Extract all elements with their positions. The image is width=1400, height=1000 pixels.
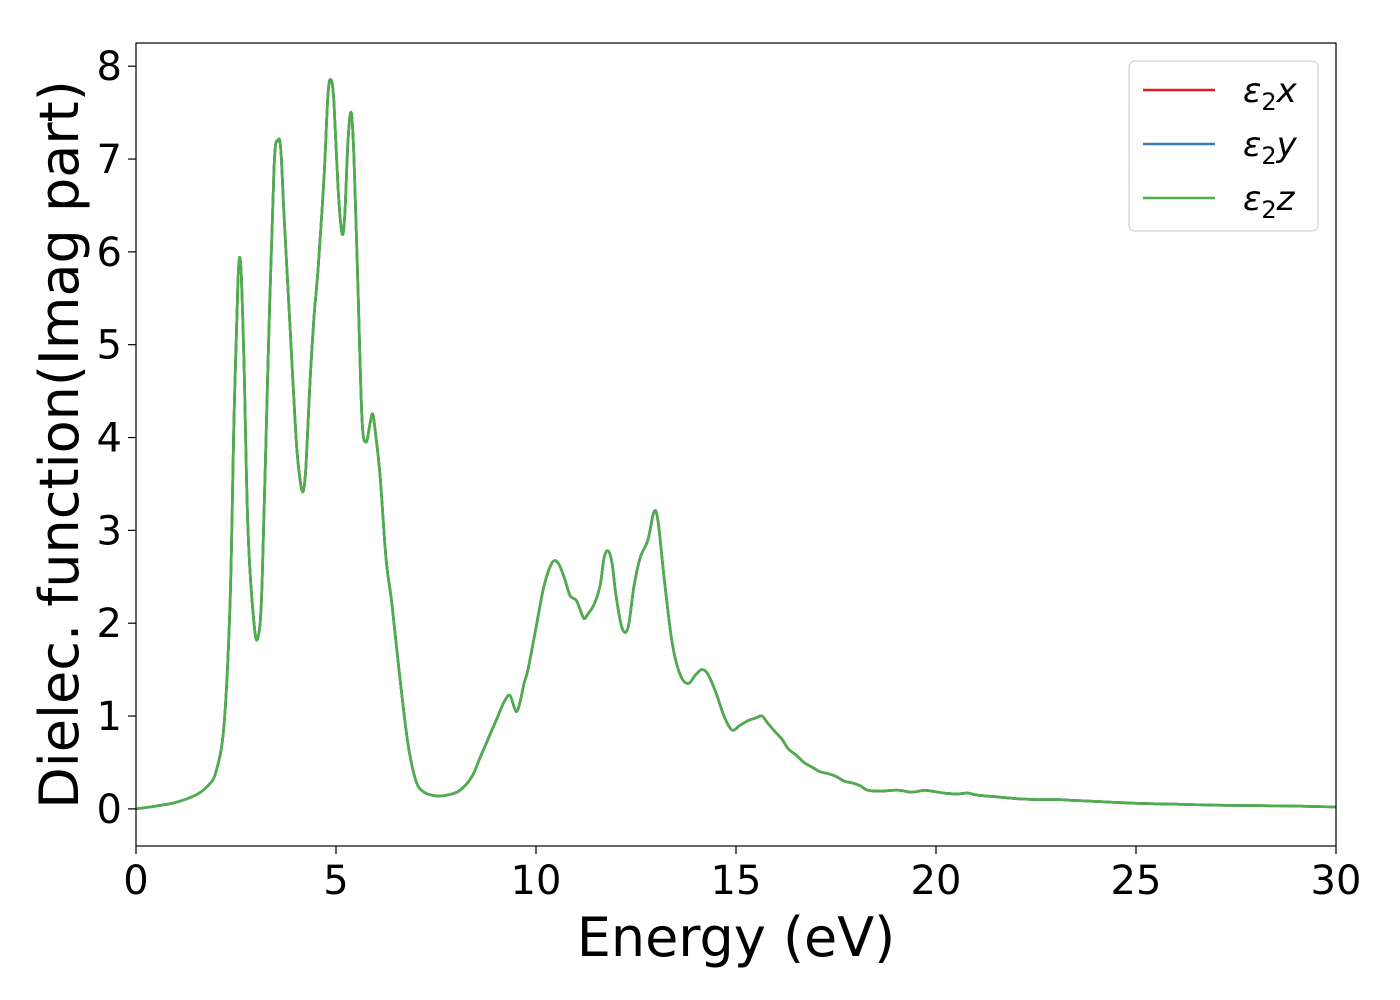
legend-label: ε2y (1243, 125, 1298, 170)
x-tick-label: 0 (123, 858, 148, 904)
y-tick-label: 2 (97, 601, 122, 647)
y-axis-label: Dielec. function(Imag part) (28, 80, 91, 809)
x-tick-label: 10 (511, 858, 562, 904)
x-axis: 0 5 10 15 20 25 30 (123, 846, 1361, 904)
y-tick-label: 0 (97, 787, 122, 833)
y-tick-label: 7 (97, 137, 122, 183)
plot-series-group (135, 78, 1337, 811)
x-axis-label: Energy (eV) (577, 906, 896, 969)
y-tick-label: 1 (97, 694, 122, 740)
y-tick-label: 3 (97, 508, 122, 554)
x-tick-label: 25 (1111, 858, 1162, 904)
x-tick-label: 15 (711, 858, 762, 904)
legend-label: ε2x (1243, 71, 1298, 116)
legend: ε2x ε2y ε2z (1128, 60, 1319, 232)
y-axis: 0 1 2 3 4 5 6 7 8 (97, 44, 136, 833)
y-tick-label: 4 (97, 416, 122, 462)
series-line-2 (135, 78, 1337, 811)
x-tick-label: 30 (1311, 858, 1362, 904)
x-tick-label: 20 (911, 858, 962, 904)
legend-label: ε2z (1243, 179, 1296, 224)
y-tick-label: 6 (97, 230, 122, 276)
y-tick-label: 8 (97, 44, 122, 90)
legend-box (1128, 60, 1319, 232)
y-tick-label: 5 (97, 323, 122, 369)
x-tick-label: 5 (323, 858, 348, 904)
